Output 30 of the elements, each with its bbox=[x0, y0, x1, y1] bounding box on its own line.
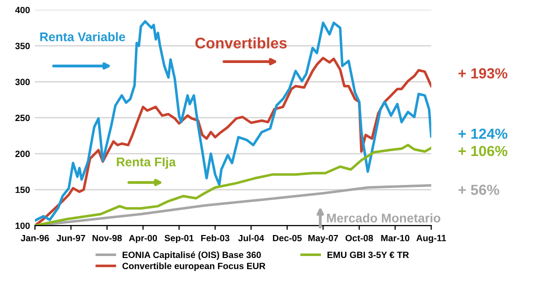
x-tick-label: Jul-04 bbox=[238, 234, 264, 242]
annotation: Renta FIja bbox=[116, 157, 176, 169]
legend-label: EONIA Capitalisé (OIS) Base 360 bbox=[122, 251, 261, 260]
text: + 193% bbox=[458, 68, 508, 79]
x-tick-label: May-07 bbox=[308, 234, 338, 244]
x-tick-label: Sep-01 bbox=[164, 234, 194, 244]
annotation: Renta Variable bbox=[40, 32, 126, 42]
y-tick-label: 200 bbox=[15, 150, 30, 158]
text: + 106% bbox=[458, 146, 508, 156]
legend-label: Convertible european Focus EUR bbox=[122, 262, 266, 271]
y-tick-label: 100 bbox=[16, 222, 30, 229]
legend-label: EMU GBI 3-5Y € TR bbox=[328, 252, 409, 258]
x-tick-label: Nov-98 bbox=[92, 234, 122, 242]
x-tick-label: Dec-05 bbox=[272, 234, 302, 242]
x-tick-label: Mar-10 bbox=[381, 234, 410, 242]
x-tick-label: Oct-08 bbox=[346, 234, 374, 242]
y-tick-label: 150 bbox=[16, 186, 30, 194]
x-tick-label: Apr-00 bbox=[128, 234, 157, 244]
y-tick-label: 250 bbox=[15, 114, 30, 122]
text: + 56% bbox=[458, 184, 500, 195]
x-tick-label: Feb-03 bbox=[201, 234, 230, 242]
annotation: Mercado Monetario bbox=[327, 213, 440, 222]
x-tick-label: Jan-96 bbox=[20, 234, 49, 242]
y-tick-label: 400 bbox=[15, 6, 30, 14]
text: + 124% bbox=[458, 128, 508, 139]
y-tick-label: 350 bbox=[15, 42, 30, 50]
annotation: Convertibles bbox=[195, 37, 287, 48]
x-tick-label: Aug-11 bbox=[416, 234, 446, 244]
x-tick-label: Jun-97 bbox=[56, 234, 86, 242]
y-tick-label: 300 bbox=[15, 78, 30, 86]
